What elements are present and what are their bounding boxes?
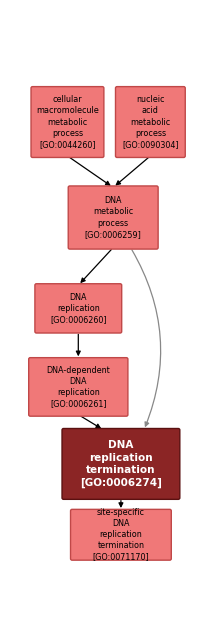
FancyBboxPatch shape (29, 358, 128, 416)
Text: DNA
metabolic
process
[GO:0006259]: DNA metabolic process [GO:0006259] (85, 197, 142, 239)
FancyBboxPatch shape (35, 284, 122, 333)
FancyBboxPatch shape (62, 428, 180, 499)
Text: cellular
macromolecule
metabolic
process
[GO:0044260]: cellular macromolecule metabolic process… (36, 95, 99, 149)
Text: site-specific
DNA
replication
termination
[GO:0071170]: site-specific DNA replication terminatio… (93, 508, 149, 561)
FancyBboxPatch shape (70, 509, 171, 560)
Text: DNA-dependent
DNA
replication
[GO:0006261]: DNA-dependent DNA replication [GO:000626… (46, 366, 110, 408)
Text: DNA
replication
[GO:0006260]: DNA replication [GO:0006260] (50, 293, 107, 324)
FancyBboxPatch shape (115, 87, 185, 157)
Text: DNA
replication
termination
[GO:0006274]: DNA replication termination [GO:0006274] (80, 440, 162, 488)
FancyBboxPatch shape (31, 87, 104, 157)
FancyBboxPatch shape (68, 186, 158, 249)
Text: nucleic
acid
metabolic
process
[GO:0090304]: nucleic acid metabolic process [GO:00903… (122, 95, 179, 149)
